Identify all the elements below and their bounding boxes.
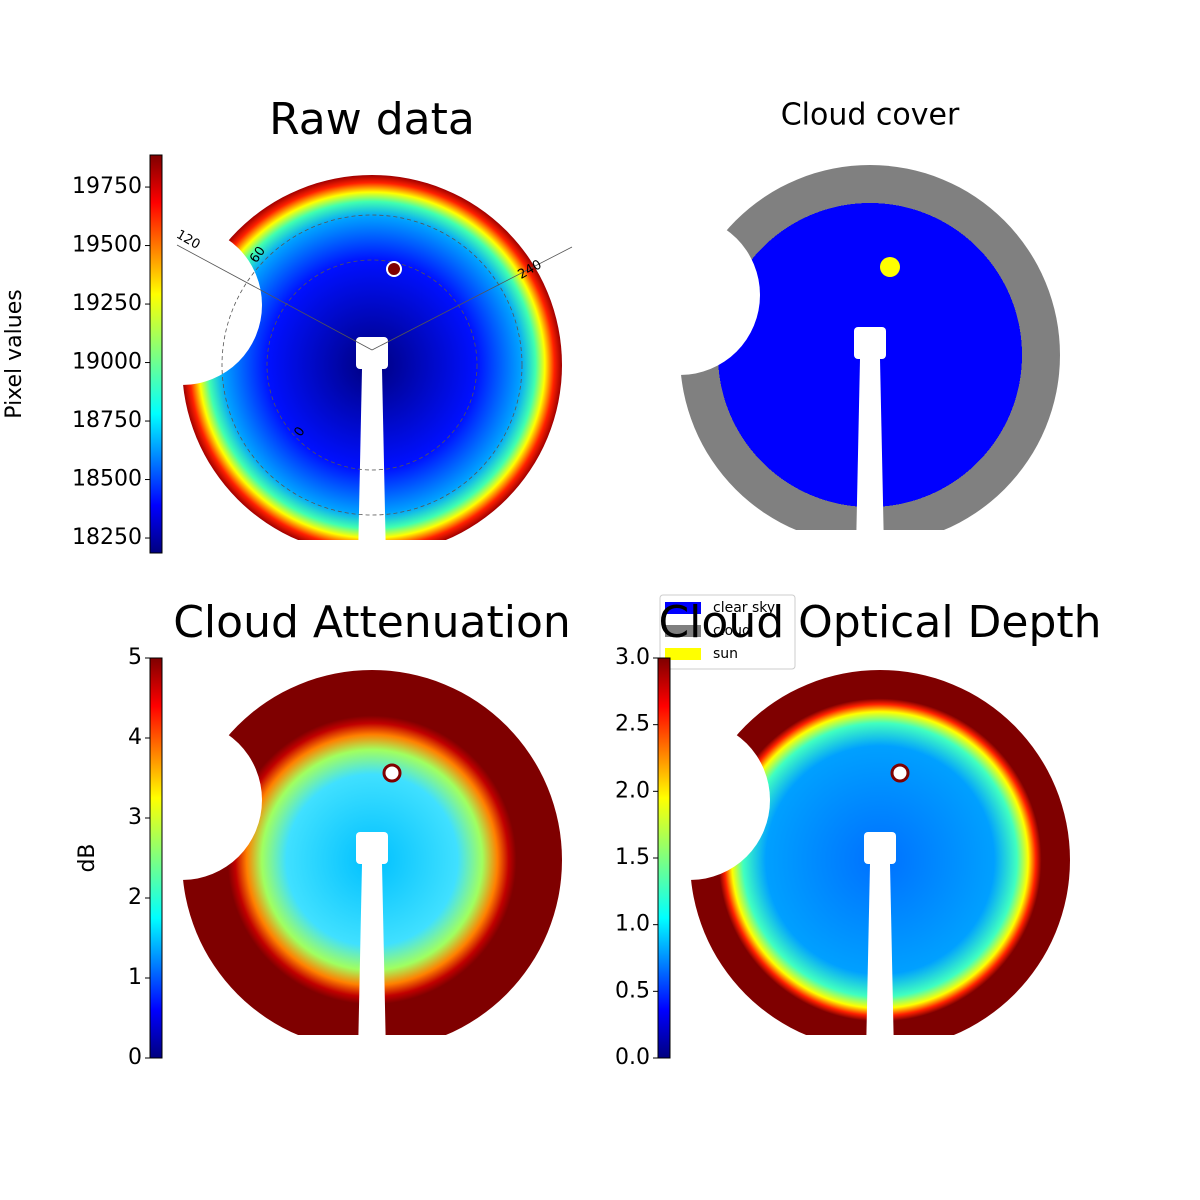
colorbar-tick-label: 18250 [72,525,142,550]
colorbar-tick-label: 2.0 [615,778,650,803]
sun [382,763,402,783]
sky-image [600,165,1070,560]
sun [890,763,910,783]
horizon-mask [600,215,760,375]
colorbar-tick-label: 1.0 [615,912,650,937]
panel-title: Cloud cover [781,98,960,133]
horizon-mask [102,225,262,385]
polar-ring [266,259,478,471]
colorbar-tick-label: 19250 [72,291,142,316]
colorbar-tick-label: 4 [128,725,142,750]
colorbar-tick-label: 3.0 [615,645,650,670]
colorbar-tick-label: 2 [128,885,142,910]
colorbar-label: dB [75,843,100,872]
sun [880,257,900,277]
colorbar-tick-label: 0.5 [615,978,650,1003]
mast [866,864,894,1055]
colorbar-tick-label: 5 [128,645,142,670]
horizon-mask [610,720,770,880]
colorbar-tick-label: 19000 [72,350,142,375]
panel-title: Raw data [269,94,475,145]
colorbar-tick-label: 0 [128,1045,142,1070]
mast [358,864,386,1055]
colorbar-tick-label: 1.5 [615,845,650,870]
legend-label: sun [713,646,738,662]
colorbar-tick-label: 2.5 [615,712,650,737]
sun [386,261,402,277]
mast-head [864,832,896,864]
mast-head [356,832,388,864]
legend-label: cloud [713,623,751,639]
colorbar-tick-label: 18500 [72,467,142,492]
sky-image [102,670,572,1065]
panel-title: Cloud Attenuation [173,597,571,648]
legend-swatch [665,625,701,637]
colorbar-tick-label: 1 [128,965,142,990]
colorbar-tick-label: 19750 [72,174,142,199]
polar-spoke [176,244,373,351]
legend-swatch [665,648,701,660]
mast-head [356,337,388,369]
colorbar [149,154,163,554]
mast [358,369,386,560]
colorbar [657,657,671,1059]
sky-image [610,670,1080,1065]
mast [856,359,884,550]
colorbar-tick-label: 19500 [72,233,142,258]
colorbar-label: Pixel values [2,289,27,418]
colorbar-tick-label: 18750 [72,408,142,433]
horizon-mask [102,720,262,880]
colorbar-tick-label: 3 [128,805,142,830]
panel-title: Cloud Optical Depth [658,597,1101,648]
polar-ring [221,214,523,516]
polar-spoke [371,246,573,351]
mast-head [854,327,886,359]
sky-image [102,175,573,570]
colorbar [149,657,163,1059]
legend-label: clear sky [713,600,775,616]
colorbar-tick-label: 0.0 [615,1045,650,1070]
legend-swatch [665,602,701,614]
